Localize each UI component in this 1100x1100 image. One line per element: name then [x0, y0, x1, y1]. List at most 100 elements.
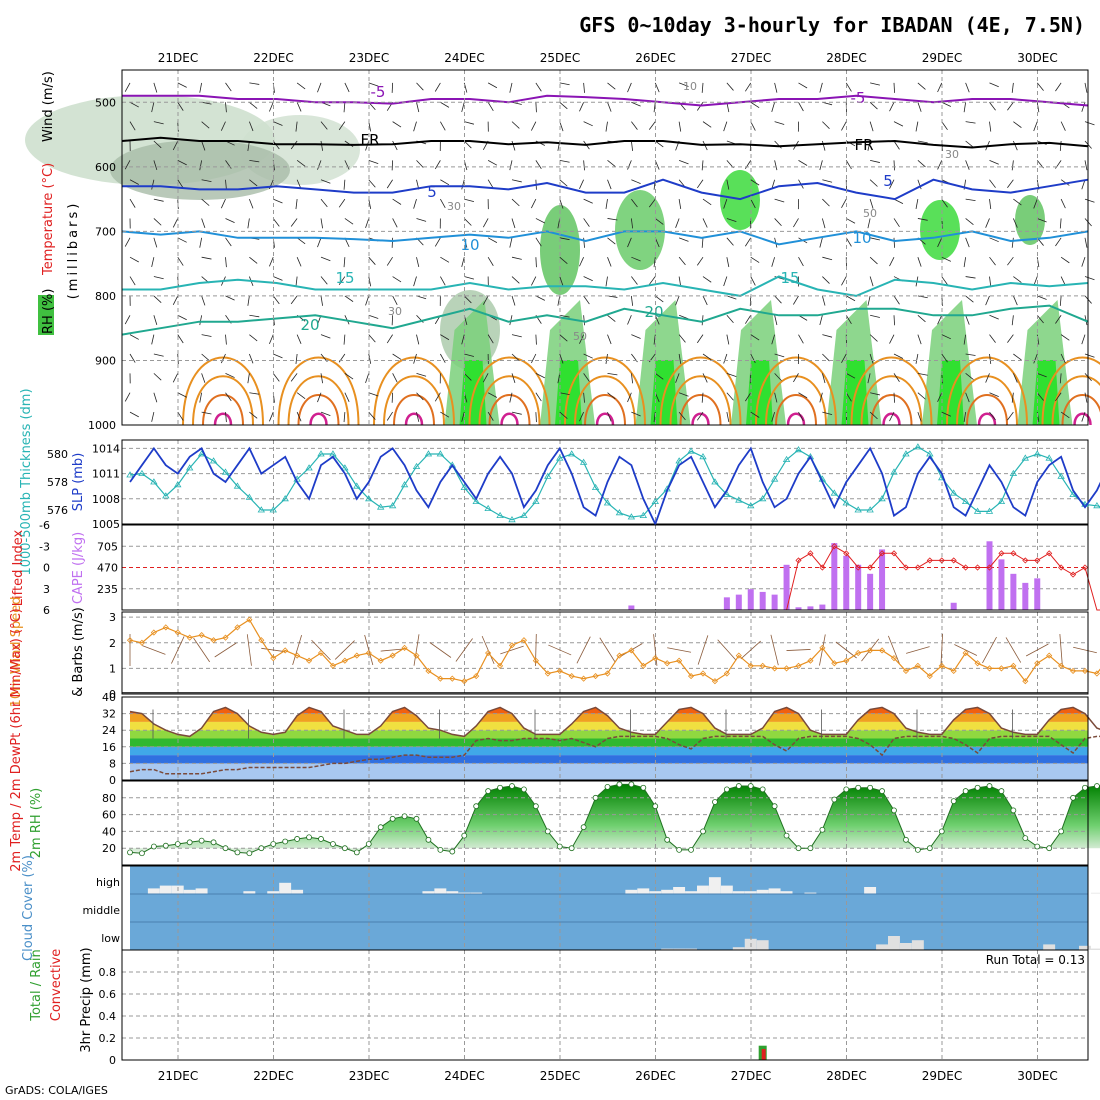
wind-barb [989, 334, 996, 343]
wind-barb [893, 140, 900, 150]
cloud-high-bar [732, 891, 745, 894]
ytick-rh: 40 [102, 825, 116, 838]
slp-line [129, 446, 1100, 527]
wind-barb [915, 353, 919, 364]
footer-credit: GrADS: COLA/IGES [5, 1084, 108, 1097]
cloud-high-bar [864, 887, 877, 894]
wind-barb [368, 411, 376, 420]
wind-point [926, 672, 933, 680]
rh-point [246, 850, 253, 857]
surface-barb [982, 636, 997, 664]
wind-barb [295, 121, 298, 132]
wind-barb [583, 373, 590, 382]
wind-barb [937, 160, 943, 170]
contour-label: 10 [852, 229, 871, 247]
wind-barb [482, 295, 489, 305]
wind-barb [272, 295, 280, 305]
wind-barb [487, 256, 494, 266]
cloud-high-bar [708, 877, 721, 894]
thickness-point [305, 464, 313, 471]
wind-barb [819, 82, 823, 93]
wind-barb [965, 276, 976, 279]
wind-barb [344, 373, 354, 380]
ytick-wind: 3 [109, 611, 116, 624]
warm-contour [956, 375, 1018, 426]
li-point [974, 564, 981, 571]
wind-barb [917, 411, 922, 422]
wind-barb [129, 256, 139, 263]
rh-point [914, 846, 921, 853]
wind-point [1022, 678, 1029, 685]
wind-point [831, 660, 838, 667]
thickness-point [794, 446, 803, 453]
wind-barb [317, 160, 322, 170]
wind-barb [798, 411, 804, 422]
wind-barb [696, 334, 704, 344]
date-label-bottom: 22DEC [253, 1069, 293, 1083]
wind-barb [989, 179, 996, 188]
wind-barb [1013, 373, 1018, 383]
rh-point [306, 834, 312, 841]
wind-barb [989, 102, 996, 111]
li-point [950, 557, 957, 564]
wind-barb [963, 102, 967, 113]
li-point [1069, 571, 1077, 578]
wind-barb [368, 121, 372, 132]
wind-barb [225, 257, 227, 268]
wind-barb [559, 256, 568, 265]
wind-barb [511, 353, 520, 362]
wind-barb [750, 101, 760, 109]
wind-barb [941, 276, 948, 285]
date-label-bottom: 25DEC [540, 1069, 580, 1083]
wind-barb [1007, 256, 1014, 266]
wind-barb [1084, 82, 1088, 93]
thickness-point [758, 495, 767, 502]
wind-barb [1084, 121, 1095, 126]
wind-barb [386, 334, 393, 344]
rh-point [998, 788, 1005, 794]
cape-bar [998, 559, 1005, 610]
wind-barb [320, 121, 328, 130]
wind-barb [893, 160, 895, 171]
wind-barb [627, 392, 632, 403]
wind-barb [1007, 179, 1014, 188]
date-label-bottom: 30DEC [1017, 1069, 1057, 1083]
wind-barb [487, 82, 498, 89]
wind-barb [535, 295, 545, 301]
wind-barb [819, 392, 823, 403]
wind-barb [531, 276, 537, 286]
cloud-low-bar [1090, 948, 1100, 950]
upper-ylabel: RH (%) Temperature (°C) Wind (m/s) [38, 71, 56, 335]
wind-barb [482, 373, 489, 383]
wind-barb [627, 237, 632, 248]
wind-barb [511, 295, 516, 306]
li-point [986, 564, 993, 571]
wind-barb [129, 121, 136, 131]
wind-barb [867, 218, 871, 229]
wind-point [890, 655, 898, 662]
thickness-point [1069, 490, 1077, 497]
wind-barb [199, 392, 203, 403]
wind-barb [124, 237, 131, 247]
wind-barb [774, 373, 782, 381]
warm-contour [755, 356, 837, 426]
wind-barb [559, 237, 570, 241]
rh-point [879, 788, 885, 794]
wind-barb [583, 121, 593, 127]
wind-point [914, 662, 921, 669]
wind-point [162, 624, 169, 631]
rh-point [1058, 828, 1065, 835]
rh-point [330, 841, 336, 847]
wind-barb [511, 373, 516, 384]
rh-point [747, 783, 754, 789]
surface-barb [500, 645, 524, 655]
wind-barb [440, 101, 450, 108]
cloud-low-bar [756, 940, 769, 950]
date-label-bottom: 27DEC [731, 1069, 771, 1083]
wind-barb [290, 295, 298, 305]
wind-barb [511, 198, 520, 207]
wind-point [353, 652, 360, 659]
wind-barb [1081, 334, 1086, 345]
rh-point [855, 784, 862, 791]
wind-barb [726, 412, 730, 422]
